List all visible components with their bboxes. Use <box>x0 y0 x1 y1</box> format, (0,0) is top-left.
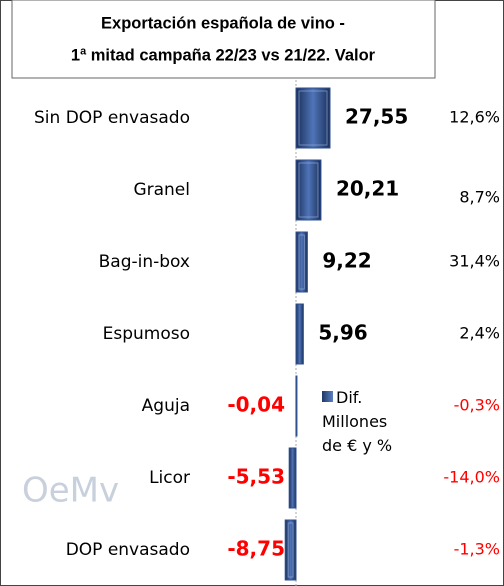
value-label: -5,53 <box>227 465 285 489</box>
category-label: Bag-in-box <box>99 252 190 272</box>
title-box <box>11 0 436 79</box>
change-label: -1,3% <box>454 540 500 559</box>
bar-bevel <box>298 234 305 290</box>
watermark: OeMv <box>22 471 119 511</box>
legend: Dif. Millones de € y % <box>322 386 412 458</box>
legend-swatch <box>322 391 333 402</box>
bar <box>295 231 308 293</box>
bar <box>284 519 297 581</box>
bar <box>295 159 322 221</box>
bar-bevel <box>298 90 328 146</box>
bar <box>295 303 304 365</box>
bar-bevel <box>287 522 294 578</box>
value-label: -8,75 <box>227 537 285 561</box>
category-label: Licor <box>149 468 190 488</box>
value-label: -0,04 <box>227 393 285 417</box>
bar <box>295 87 331 149</box>
category-label: DOP envasado <box>66 540 190 560</box>
change-label: 8,7% <box>459 188 500 207</box>
change-label: -0,3% <box>454 396 500 415</box>
change-label: 31,4% <box>449 252 500 271</box>
bar <box>295 375 298 437</box>
bar <box>288 447 297 509</box>
change-label: -14,0% <box>443 468 500 487</box>
value-label: 20,21 <box>336 177 399 201</box>
chart-title: 1ª mitad campaña 22/23 vs 21/22. Valor <box>71 46 376 64</box>
value-label: 27,55 <box>345 105 408 129</box>
value-label: 5,96 <box>318 321 367 345</box>
change-label: 2,4% <box>459 324 500 343</box>
category-label: Granel <box>133 180 190 200</box>
bar-bevel <box>298 162 319 218</box>
legend-label: Dif. Millones de € y % <box>322 388 393 455</box>
category-label: Espumoso <box>103 324 190 344</box>
category-label: Aguja <box>142 396 190 416</box>
chart-title: Exportación española de vino - <box>101 14 345 32</box>
change-label: 12,6% <box>449 108 500 127</box>
category-label: Sin DOP envasado <box>34 108 190 128</box>
value-label: 9,22 <box>322 249 371 273</box>
